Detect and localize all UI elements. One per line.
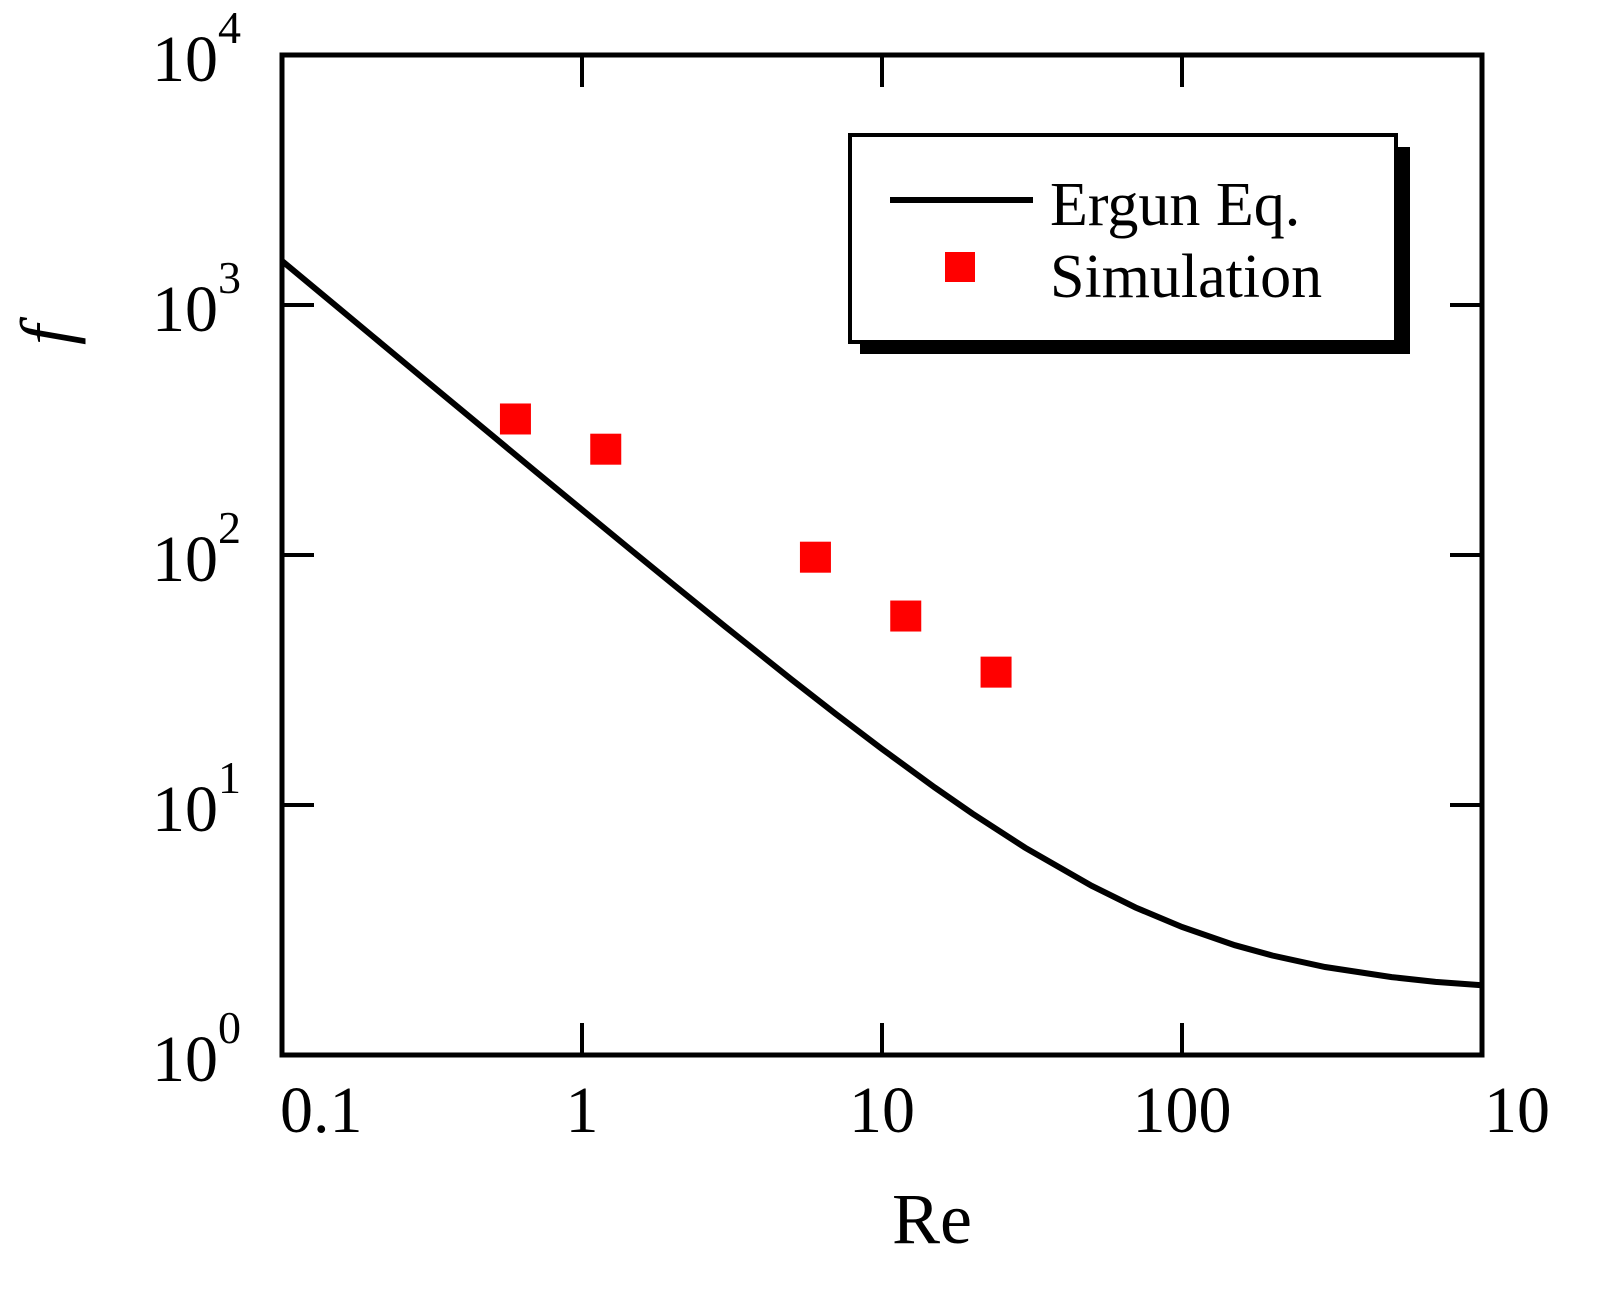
y-tick-label: 101 xyxy=(152,752,241,846)
x-axis-title: Re xyxy=(892,1179,972,1259)
simulation-point xyxy=(499,403,531,435)
x-tick-labels: 0.1 1 10 100 10 xyxy=(280,1074,1550,1147)
ergun-line xyxy=(280,258,1483,989)
y-tick-label: 102 xyxy=(152,502,241,596)
x-tick-label: 10 xyxy=(1484,1074,1550,1147)
y-tick-labels: 100 101 102 103 104 xyxy=(152,2,241,1096)
legend-marker-swatch xyxy=(945,252,975,282)
plot-area xyxy=(279,52,1485,1058)
x-tick-label: 1 xyxy=(566,1074,599,1147)
y-tick-label: 100 xyxy=(152,1002,241,1096)
x-tick-label: 0.1 xyxy=(280,1074,363,1147)
legend-label-ergun: Ergun Eq. xyxy=(1050,171,1300,239)
y-tick-label: 103 xyxy=(152,252,241,346)
simulation-point xyxy=(799,541,831,573)
y-tick-label: 104 xyxy=(152,2,241,96)
ticks xyxy=(282,55,1482,1055)
simulation-point xyxy=(590,433,622,465)
simulation-point xyxy=(890,600,922,632)
series-layer xyxy=(280,258,1483,989)
simulation-point xyxy=(980,656,1012,688)
legend-box xyxy=(848,133,1398,344)
legend: Ergun Eq. Simulation xyxy=(848,133,1410,354)
x-tick-label: 100 xyxy=(1133,1074,1232,1147)
x-tick-label: 10 xyxy=(849,1074,915,1147)
legend-label-simulation: Simulation xyxy=(1050,243,1322,311)
y-axis-title: f xyxy=(6,316,86,345)
simulation-points xyxy=(499,403,1012,688)
